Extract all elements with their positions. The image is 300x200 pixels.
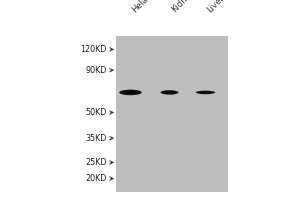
Ellipse shape <box>123 91 138 94</box>
Text: Kidney: Kidney <box>169 0 196 14</box>
Text: 35KD: 35KD <box>85 134 106 143</box>
Text: 120KD: 120KD <box>80 45 106 54</box>
Text: Hela: Hela <box>130 0 150 14</box>
Text: 20KD: 20KD <box>85 174 106 183</box>
Text: 50KD: 50KD <box>85 108 106 117</box>
Text: 25KD: 25KD <box>85 158 106 167</box>
Bar <box>116 36 228 192</box>
Ellipse shape <box>160 90 178 95</box>
Ellipse shape <box>199 91 212 93</box>
Ellipse shape <box>196 91 215 94</box>
Ellipse shape <box>119 90 142 95</box>
Ellipse shape <box>163 91 176 94</box>
Text: Liver: Liver <box>206 0 226 14</box>
Text: 90KD: 90KD <box>85 66 106 75</box>
